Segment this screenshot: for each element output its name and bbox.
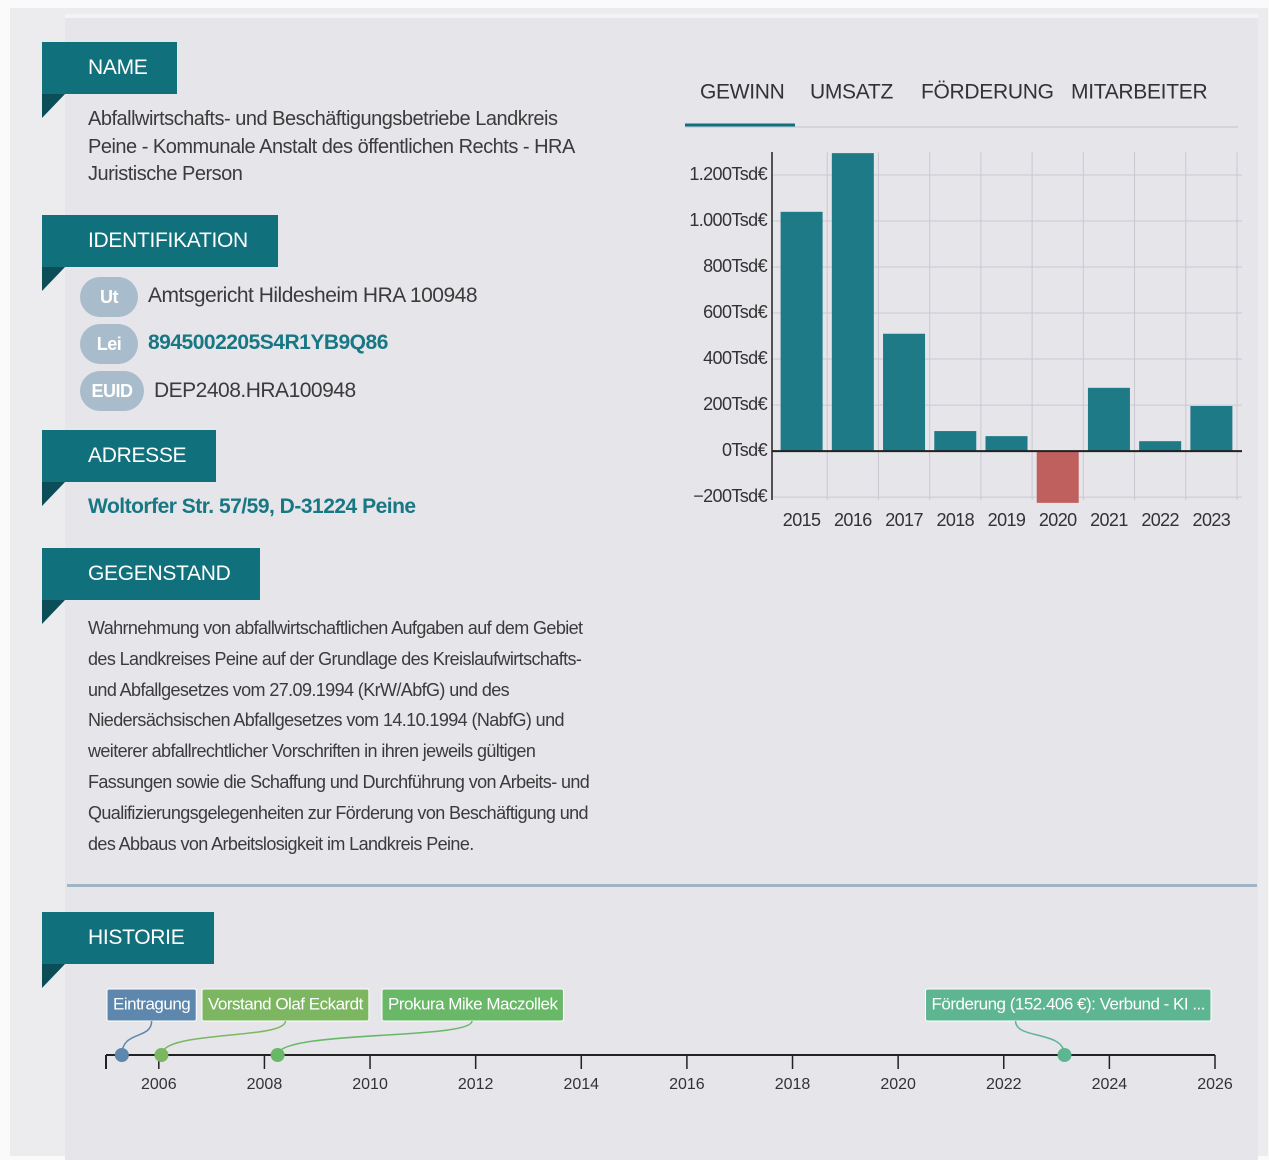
section-heading: IDENTIFIKATION [42,215,278,291]
x-tick-label: 2022 [1141,510,1179,530]
y-tick-label: 200Tsd€ [703,394,767,414]
x-tick-label: 2016 [669,1076,705,1093]
bar [1036,451,1079,503]
section-heading: HISTORIE [42,912,215,988]
event: Vorstand Olaf Eckardt [154,988,370,1062]
event: Eintragung [106,988,197,1062]
x-tick-label: 2024 [1092,1076,1128,1093]
purpose-line: weiterer abfallrechtlicher Vorschriften … [88,741,536,762]
bar [985,436,1028,452]
x-tick-label: 2015 [783,510,821,530]
event-label: Prokura Mike Maczollek [388,994,558,1013]
event: Prokura Mike Maczollek [270,988,564,1062]
event: Förderung (152.406 €): Verbund - KI ... [925,988,1212,1062]
badge: Lei [80,324,138,364]
x-tick-label: 2018 [775,1076,811,1093]
bar [1087,387,1130,452]
bar [831,153,874,452]
x-tick-label: 2008 [247,1076,283,1093]
bar [1139,441,1182,452]
bar [780,211,823,452]
purpose-line: des Landkreises Peine auf der Grundlage … [88,648,582,669]
name-line: Peine - Kommunale Anstalt des öffentlich… [88,136,575,158]
purpose-line: Fassungen sowie die Schaffung und Durchf… [88,772,590,792]
x-tick-label: 2023 [1193,510,1231,530]
y-tick-label: 0Tsd€ [722,440,768,460]
x-tick-label: 2012 [458,1076,494,1093]
x-tick-label: 2014 [563,1076,599,1093]
y-tick-label: 400Tsd€ [703,348,767,368]
purpose-line: Niedersächsischen Abfallgesetzes vom 14.… [88,710,565,731]
panel [65,14,1258,1160]
x-tick-label: 2010 [352,1076,388,1093]
event-connector [276,1020,473,1056]
identifier: DEP2408.HRA100948 [154,379,356,402]
y-tick-label: −200Tsd€ [693,486,767,506]
bar [934,431,977,452]
y-tick-label: 1.200Tsd€ [689,164,767,184]
separator [67,884,1257,887]
event-connector [160,1020,287,1056]
name-line: Abfallwirtschafts- und Beschäftigungsbet… [88,108,558,130]
tab[interactable]: FÖRDERUNG [921,81,1054,104]
section-heading: NAME [42,42,178,118]
y-tick-label: 800Tsd€ [703,256,767,276]
badge: EUID [80,371,144,411]
x-tick-label: 2022 [986,1076,1022,1093]
tab[interactable]: GEWINN [700,81,785,104]
identifier: Amtsgericht Hildesheim HRA 100948 [148,284,478,307]
event-label: Förderung (152.406 €): Verbund - KI ... [932,994,1205,1013]
event-label: Eintragung [113,994,190,1013]
lei-link[interactable]: 8945002205S4R1YB9Q86 [148,331,388,354]
event-dot [154,1048,169,1062]
purpose-line: und Abfallgesetzes vom 27.09.1994 (KrW/A… [88,679,510,700]
badge: Ut [80,277,138,317]
legal-form: Juristische Person [88,163,243,185]
y-tick-label: 600Tsd€ [703,302,767,322]
bar [1190,405,1233,452]
event-connector [1014,1020,1066,1056]
y-tick-label: 1.000Tsd€ [689,210,767,230]
x-tick-label: 2016 [834,510,872,530]
tab[interactable]: UMSATZ [810,81,894,104]
purpose-line: Wahrnehmung von abfallwirtschaftlichen A… [88,618,583,638]
event-dot [270,1048,285,1062]
section-heading: ADRESSE [42,430,217,506]
event-label-box [925,988,1212,1022]
purpose-line: des Abbaus von Arbeitslosigkeit im Landk… [88,833,474,854]
x-tick-label: 2018 [936,510,974,530]
x-tick-label: 2019 [988,510,1026,530]
x-tick-label: 2021 [1090,510,1128,530]
event-label: Vorstand Olaf Eckardt [208,994,364,1013]
address-link[interactable]: Woltorfer Str. 57/59, D-31224 Peine [88,495,416,518]
x-tick-label: 2017 [885,510,923,530]
tab[interactable]: MITARBEITER [1071,81,1208,104]
event-dot [1057,1048,1072,1062]
event-dot [114,1048,129,1062]
x-tick-label: 2006 [141,1076,177,1093]
x-tick-label: 2020 [1039,510,1077,530]
section-heading: GEGENSTAND [42,548,261,624]
x-tick-label: 2026 [1197,1076,1233,1093]
purpose-line: Qualifizierungsgelegenheiten zur Förderu… [88,802,589,823]
bar [883,333,926,452]
x-tick-label: 2020 [880,1076,916,1093]
